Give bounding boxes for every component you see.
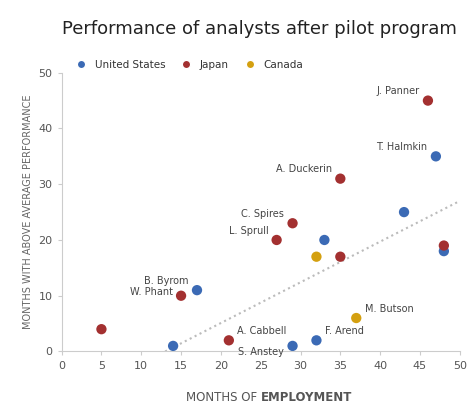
Point (177, 292, 185, 299)
Point (289, 220, 296, 227)
Text: J. Panner: J. Panner (376, 86, 419, 97)
Point (320, 237, 328, 243)
Text: EMPLOYMENT: EMPLOYMENT (261, 391, 352, 404)
Point (337, 253, 344, 260)
Point (432, 153, 440, 160)
Point (273, 237, 281, 243)
Y-axis label: MONTHS WITH ABOVE AVERAGE PERFORMANCE: MONTHS WITH ABOVE AVERAGE PERFORMANCE (23, 95, 33, 329)
Text: A. Cabbell: A. Cabbell (237, 326, 287, 336)
Text: T. Halmkin: T. Halmkin (376, 142, 428, 152)
Point (337, 175, 344, 182)
Text: B. Byrom: B. Byrom (144, 276, 189, 286)
Point (353, 315, 360, 321)
Point (440, 242, 447, 249)
Point (98, 326, 105, 332)
Text: F. Arend: F. Arend (325, 326, 364, 336)
Text: L. Sprull: L. Sprull (228, 226, 268, 236)
Point (225, 337, 233, 343)
Point (193, 287, 201, 293)
Point (289, 343, 296, 349)
Text: M. Butson: M. Butson (365, 304, 413, 314)
Point (440, 248, 447, 255)
Point (169, 343, 177, 349)
Point (400, 209, 408, 215)
Text: W. Phant: W. Phant (130, 287, 173, 297)
Text: MONTHS OF: MONTHS OF (186, 391, 261, 404)
Text: C. Spires: C. Spires (241, 209, 284, 219)
Text: S. Anstey: S. Anstey (238, 347, 284, 357)
Point (424, 97, 432, 104)
Text: A. Duckerin: A. Duckerin (276, 164, 332, 175)
Point (313, 253, 320, 260)
Legend: United States, Japan, Canada: United States, Japan, Canada (67, 56, 307, 74)
Point (313, 337, 320, 343)
Text: Performance of analysts after pilot program: Performance of analysts after pilot prog… (62, 20, 456, 38)
